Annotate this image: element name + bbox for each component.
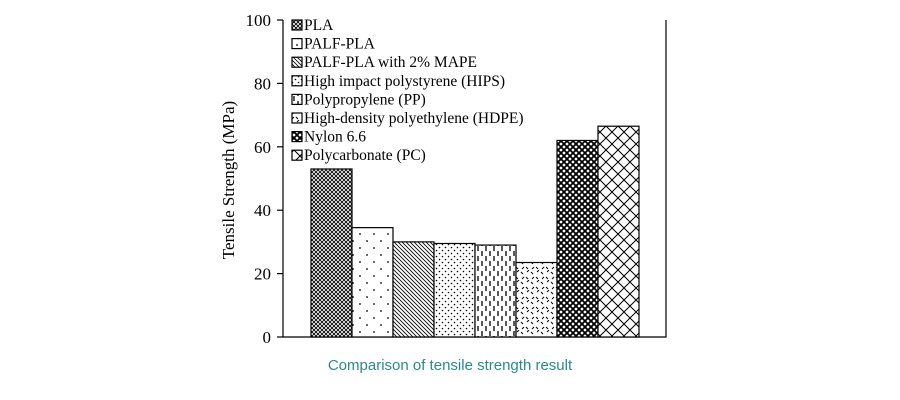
bars	[310, 125, 640, 338]
bar	[597, 125, 640, 338]
legend-swatch	[291, 112, 303, 124]
legend-swatch	[291, 37, 303, 50]
y-tick-label: 40	[254, 201, 271, 220]
figure-caption: Comparison of tensile strength result	[327, 357, 573, 374]
bar	[351, 227, 394, 338]
y-tick-label: 20	[254, 265, 271, 284]
bar	[392, 241, 435, 338]
legend-label: Polycarbonate (PC)	[304, 147, 426, 164]
legend-label: High-density polyethylene (HDPE)	[304, 110, 524, 127]
legend-label: High impact polystyrene (HIPS)	[304, 73, 505, 90]
y-tick-label: 60	[254, 138, 271, 157]
legend-label: PLA	[304, 17, 334, 34]
legend-swatch	[291, 75, 303, 87]
legend-swatch	[291, 19, 303, 31]
legend-label: PALF-PLA with 2% MAPE	[304, 54, 477, 71]
legend-swatch	[291, 56, 303, 68]
y-tick-label: 100	[246, 11, 272, 30]
bar	[515, 261, 558, 338]
legend-label: Nylon 6.6	[304, 129, 366, 146]
bar	[310, 168, 353, 338]
legend-swatch	[291, 131, 303, 143]
legend-label: PALF-PLA	[304, 36, 376, 53]
legend-label: Polypropylene (PP)	[304, 91, 426, 108]
legend-swatch	[291, 93, 303, 106]
y-axis-label: Tensile Strength (MPa)	[219, 101, 238, 259]
bar	[474, 244, 517, 338]
bar	[556, 139, 599, 338]
y-tick-label: 80	[254, 74, 271, 93]
y-tick-label: 0	[263, 328, 272, 347]
bar	[433, 242, 476, 338]
legend-swatch	[291, 149, 303, 161]
